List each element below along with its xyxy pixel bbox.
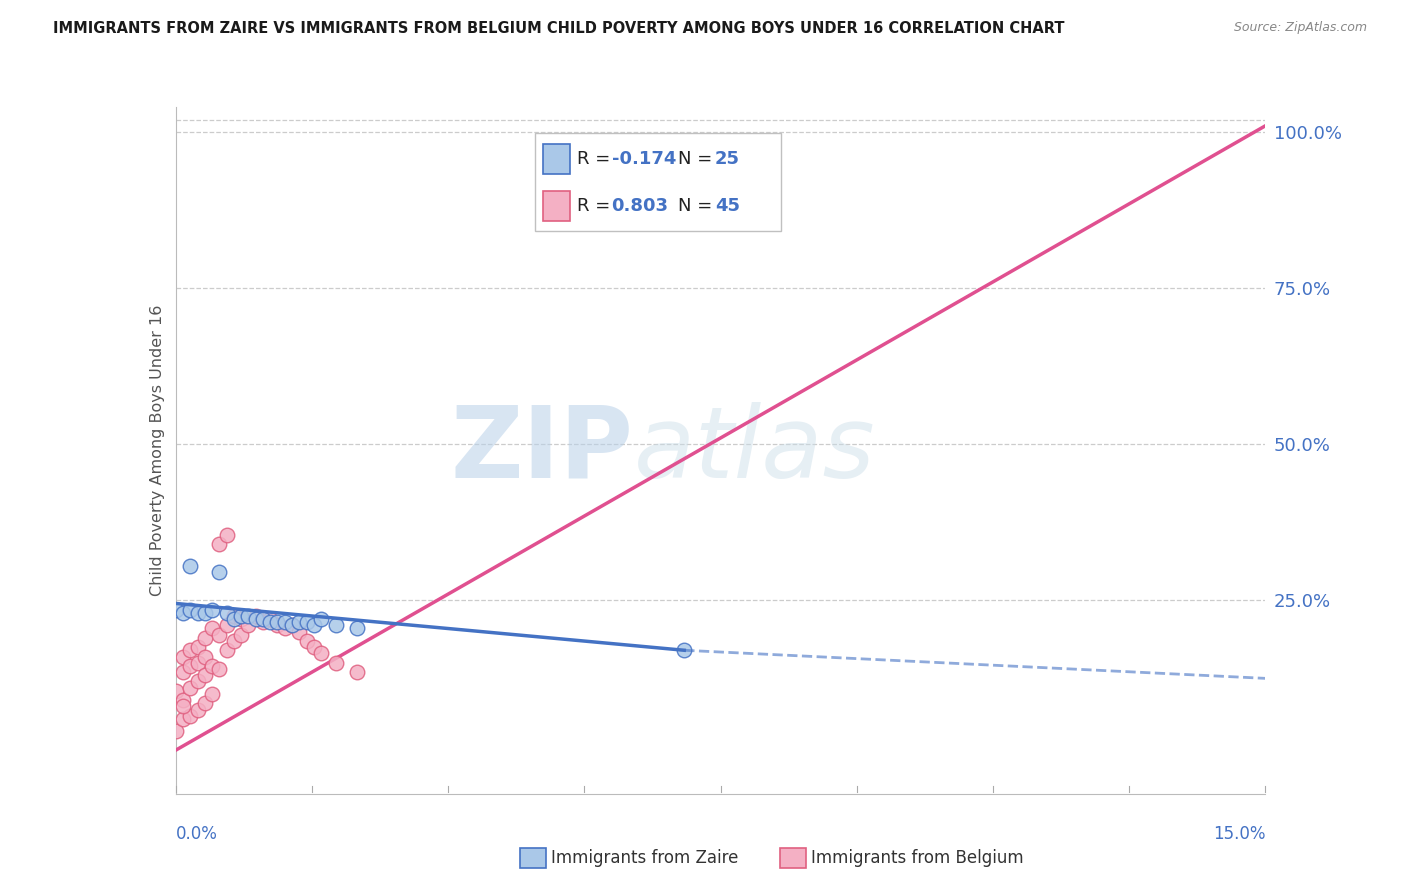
Point bbox=[186, 674, 209, 689]
Text: Immigrants from Zaire: Immigrants from Zaire bbox=[551, 849, 738, 867]
Point bbox=[231, 608, 253, 623]
Point bbox=[274, 621, 297, 635]
Point bbox=[172, 665, 194, 680]
Point bbox=[222, 612, 245, 626]
Point bbox=[238, 608, 260, 623]
Point bbox=[238, 618, 260, 632]
Point bbox=[302, 640, 325, 655]
Point bbox=[186, 656, 209, 670]
Point bbox=[222, 608, 245, 623]
FancyBboxPatch shape bbox=[520, 848, 546, 868]
Text: atlas: atlas bbox=[633, 402, 875, 499]
Point bbox=[281, 618, 304, 632]
Point bbox=[266, 615, 288, 630]
Point bbox=[288, 624, 311, 639]
Text: ZIP: ZIP bbox=[450, 402, 633, 499]
Point bbox=[231, 628, 253, 642]
Point bbox=[172, 712, 194, 726]
Point bbox=[222, 633, 245, 648]
Point bbox=[309, 612, 332, 626]
Point bbox=[295, 633, 318, 648]
Text: N =: N = bbox=[678, 197, 718, 215]
Point bbox=[252, 612, 274, 626]
Text: Source: ZipAtlas.com: Source: ZipAtlas.com bbox=[1233, 21, 1367, 34]
Point bbox=[194, 631, 217, 645]
Text: 45: 45 bbox=[716, 197, 740, 215]
Point bbox=[179, 708, 201, 723]
Point bbox=[172, 649, 194, 664]
Point bbox=[208, 662, 231, 676]
Point bbox=[208, 537, 231, 551]
Point bbox=[346, 665, 368, 680]
Point bbox=[179, 681, 201, 695]
Point bbox=[165, 724, 187, 739]
Point bbox=[194, 668, 217, 682]
Point bbox=[201, 658, 224, 673]
Text: IMMIGRANTS FROM ZAIRE VS IMMIGRANTS FROM BELGIUM CHILD POVERTY AMONG BOYS UNDER : IMMIGRANTS FROM ZAIRE VS IMMIGRANTS FROM… bbox=[53, 21, 1064, 36]
Text: -0.174: -0.174 bbox=[612, 150, 676, 168]
Point bbox=[259, 612, 281, 626]
Point bbox=[325, 656, 347, 670]
Point bbox=[194, 606, 217, 620]
Point bbox=[165, 683, 187, 698]
Point bbox=[346, 621, 368, 635]
Point bbox=[259, 615, 281, 630]
Text: 0.803: 0.803 bbox=[612, 197, 669, 215]
Point bbox=[186, 640, 209, 655]
Point bbox=[201, 621, 224, 635]
Text: R =: R = bbox=[578, 197, 616, 215]
Point bbox=[186, 703, 209, 717]
Point bbox=[309, 646, 332, 660]
Y-axis label: Child Poverty Among Boys Under 16: Child Poverty Among Boys Under 16 bbox=[149, 305, 165, 596]
Text: 15.0%: 15.0% bbox=[1213, 825, 1265, 843]
Point bbox=[208, 566, 231, 580]
FancyBboxPatch shape bbox=[543, 145, 569, 174]
Point bbox=[215, 643, 238, 657]
Point bbox=[288, 615, 311, 630]
Point bbox=[179, 643, 201, 657]
Point bbox=[172, 699, 194, 714]
Point bbox=[245, 608, 267, 623]
FancyBboxPatch shape bbox=[536, 133, 782, 231]
Point bbox=[266, 618, 288, 632]
Text: R =: R = bbox=[578, 150, 616, 168]
Text: N =: N = bbox=[678, 150, 718, 168]
Point bbox=[179, 603, 201, 617]
Point bbox=[673, 643, 696, 657]
Point bbox=[208, 628, 231, 642]
Point bbox=[302, 618, 325, 632]
Point bbox=[281, 618, 304, 632]
Text: 0.0%: 0.0% bbox=[176, 825, 218, 843]
Point bbox=[245, 612, 267, 626]
Point bbox=[179, 658, 201, 673]
Point bbox=[231, 612, 253, 626]
FancyBboxPatch shape bbox=[780, 848, 806, 868]
Point bbox=[325, 618, 347, 632]
Point bbox=[194, 649, 217, 664]
Point bbox=[194, 696, 217, 710]
Point bbox=[252, 615, 274, 630]
Point bbox=[201, 687, 224, 701]
Point bbox=[172, 606, 194, 620]
Point bbox=[295, 615, 318, 630]
Point bbox=[215, 606, 238, 620]
Point bbox=[215, 528, 238, 542]
Point bbox=[201, 603, 224, 617]
Point bbox=[179, 558, 201, 574]
Point bbox=[274, 615, 297, 630]
Point bbox=[186, 606, 209, 620]
FancyBboxPatch shape bbox=[543, 192, 569, 221]
Text: Immigrants from Belgium: Immigrants from Belgium bbox=[811, 849, 1024, 867]
Text: 25: 25 bbox=[716, 150, 740, 168]
Point bbox=[215, 618, 238, 632]
Point bbox=[165, 603, 187, 617]
Point bbox=[172, 693, 194, 707]
